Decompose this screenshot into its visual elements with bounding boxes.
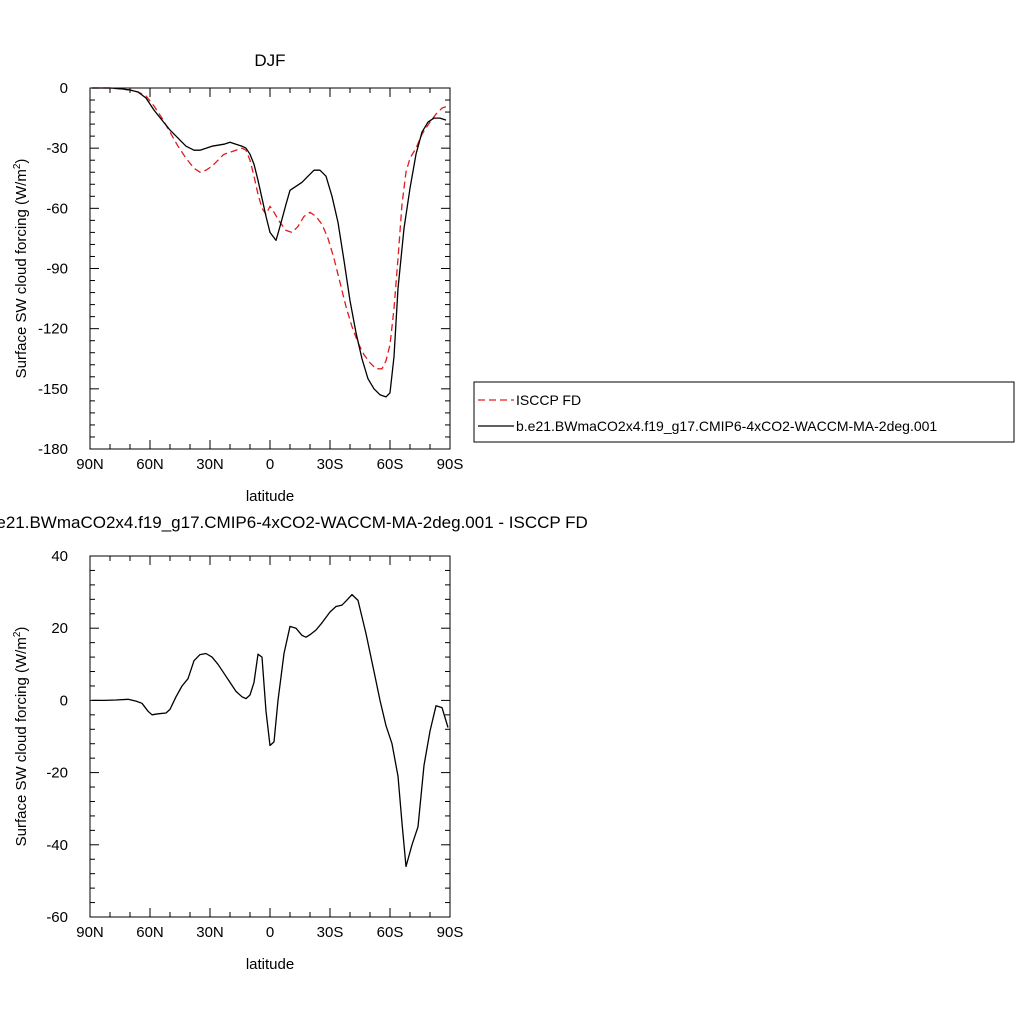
y-axis-title: Surface SW cloud forcing (W/m2) [12,627,30,847]
y-tick-label: 40 [51,548,68,565]
top-chart: DJF 90N 60N 30N 0 30S 60S 90S 0 -30 -60 -90 -120 -150… [12,51,463,505]
x-tick-label: 30S [317,924,344,941]
bottom-chart: b.e21.BWmaCO2x4.f19_g17.CMIP6-4xCO2-WACC… [0,513,588,973]
chart-title: DJF [254,51,285,70]
y-tick-label: 20 [51,620,68,637]
x-tick-label: 30N [196,924,224,941]
series-line-difference [92,593,449,868]
y-axis-title-sup: 2 [12,163,23,169]
x-tick-label: 90N [76,924,104,941]
x-tick-label: 60S [377,456,404,473]
x-tick-label: 60S [377,924,404,941]
y-tick-label: -180 [38,441,68,458]
x-axis-title: latitude [246,488,294,505]
x-tick-label: 60N [136,924,164,941]
y-tick-label: -60 [46,909,68,926]
chart-title: b.e21.BWmaCO2x4.f19_g17.CMIP6-4xCO2-WACC… [0,513,588,532]
x-tick-label: 0 [266,924,274,941]
x-tick-label: 60N [136,456,164,473]
y-tick-label: 0 [60,692,68,709]
legend-box [473,381,1015,443]
legend-label: ISCCP FD [516,392,581,408]
y-tick-label: -150 [38,381,68,398]
y-axis-title-suffix: ) [13,627,30,632]
series-line-isccp-fd [92,87,449,370]
y-tick-label: 0 [60,80,68,97]
y-axis-title-suffix: ) [13,159,30,164]
y-tick-label: -60 [46,200,68,217]
y-tick-label: -120 [38,321,68,338]
x-axis-title: latitude [246,956,294,973]
y-tick-label: -90 [46,261,68,278]
legend-label: b.e21.BWmaCO2x4.f19_g17.CMIP6-4xCO2-WACC… [516,418,937,434]
y-axis-title: Surface SW cloud forcing (W/m2) [12,159,30,379]
x-tick-label: 90N [76,456,104,473]
y-axis-title-sup: 2 [12,631,23,637]
y-tick-label: -40 [46,837,68,854]
x-tick-label: 30S [317,456,344,473]
y-axis-title-main: Surface SW cloud forcing (W/m [13,169,30,378]
x-tick-label: 90S [437,924,464,941]
y-axis-title-main: Surface SW cloud forcing (W/m [13,637,30,846]
y-tick-label: -30 [46,140,68,157]
legend: ISCCP FD b.e21.BWmaCO2x4.f19_g17.CMIP6-4x… [473,381,1015,443]
x-tick-label: 30N [196,456,224,473]
plot-frame [89,87,451,450]
x-tick-label: 90S [437,456,464,473]
plot-frame [89,555,451,918]
series-line-b-e21-bwmaco2x4-f19-g17- [92,87,447,398]
y-tick-label: -20 [46,765,68,782]
x-tick-label: 0 [266,456,274,473]
